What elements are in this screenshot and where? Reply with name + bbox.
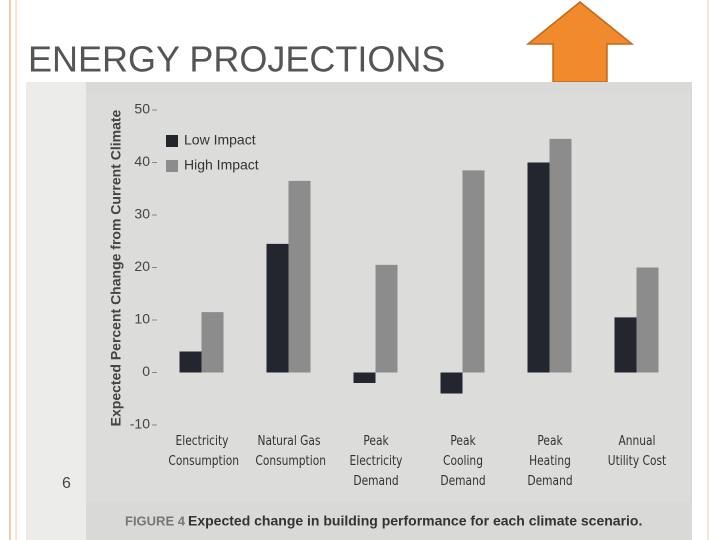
x-tick-label: Peak Electricity Demand	[349, 434, 402, 489]
y-tick-label: 40	[134, 153, 150, 169]
bar	[614, 317, 637, 373]
legend-swatch	[166, 135, 178, 147]
bar	[636, 267, 659, 373]
x-tick-label: Annual Utility Cost	[607, 434, 666, 469]
y-tick-label: 20	[134, 258, 150, 274]
y-tick-label: 30	[134, 206, 150, 222]
y-tick-label: 10	[134, 311, 150, 327]
x-tick-label: Peak Cooling Demand	[439, 434, 486, 489]
bar	[179, 351, 202, 373]
bar	[375, 264, 398, 373]
caption-text: Expected change in building performance …	[188, 513, 642, 529]
bar	[288, 180, 311, 373]
bar	[353, 372, 376, 383]
y-tick-label: -10	[130, 416, 150, 432]
photo-edge	[26, 82, 86, 540]
x-tick-label: Natural Gas Consumption	[254, 434, 326, 469]
slide-title: ENERGY PROJECTIONS	[28, 39, 445, 80]
y-axis-label: Expected Percent Change from Current Cli…	[108, 109, 124, 426]
x-tick-label: Electricity Consumption	[167, 434, 239, 469]
x-tick-label: Peak Heating Demand	[526, 434, 573, 489]
legend-label: High Impact	[184, 157, 259, 173]
bar	[549, 138, 572, 373]
y-tick-label: 50	[134, 101, 150, 117]
bar	[527, 162, 550, 373]
y-tick-label: 0	[142, 363, 150, 379]
bar	[201, 312, 224, 373]
caption-label: FIGURE 4	[125, 513, 186, 528]
legend-label: Low Impact	[184, 132, 256, 148]
bar	[266, 243, 289, 373]
legend-swatch	[166, 160, 178, 172]
page-number: 6	[62, 475, 71, 492]
bar	[440, 372, 463, 394]
bar	[462, 170, 485, 373]
